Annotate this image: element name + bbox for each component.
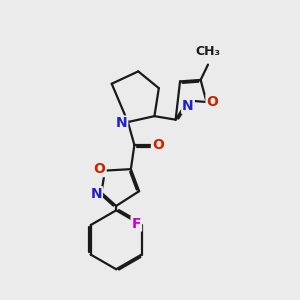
Text: N: N [90,187,102,201]
Text: F: F [132,217,141,231]
Text: N: N [182,99,194,113]
Text: CH₃: CH₃ [196,45,220,58]
Text: O: O [152,138,164,152]
Text: O: O [94,162,106,176]
Text: N: N [116,116,127,130]
Text: O: O [206,95,218,109]
